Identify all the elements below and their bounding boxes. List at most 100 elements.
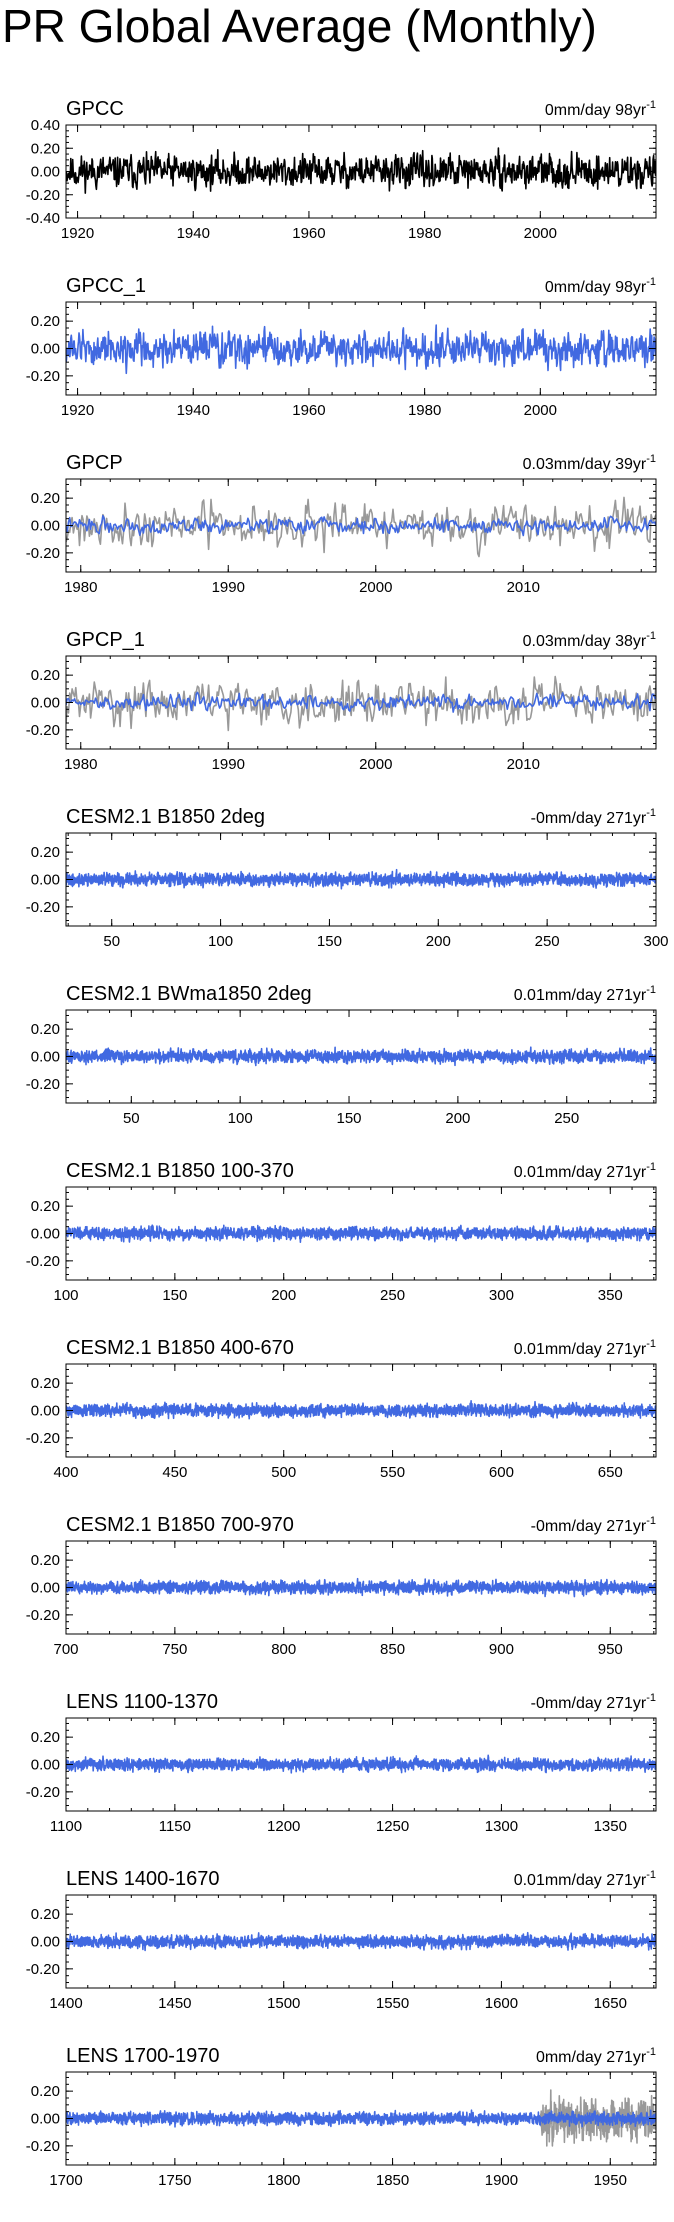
x-tick-label: 300	[489, 1287, 514, 1304]
panel-title: CESM2.1 B1850 2deg	[66, 806, 265, 828]
trend-label: 0mm/day 271yr-1	[536, 2046, 656, 2066]
y-tick-label: 0.20	[31, 844, 60, 861]
y-tick-label: 0.20	[31, 1729, 60, 1746]
y-tick-label: 0.40	[31, 117, 60, 134]
y-tick-label: 0.20	[31, 1906, 60, 1923]
y-tick-label: -0.20	[26, 2138, 60, 2155]
panel-title: GPCP_1	[66, 629, 145, 651]
y-tick-label: -0.40	[26, 210, 60, 227]
chart-panel: CESM2.1 B1850 2deg -0mm/day 271yr-1 50 100 1…	[26, 806, 669, 950]
y-tick-label: -0.20	[26, 1784, 60, 1801]
x-tick-label: 1920	[61, 402, 94, 419]
x-tick-label: 400	[53, 1464, 78, 1481]
x-tick-label: 100	[208, 933, 233, 950]
series-line	[66, 1224, 656, 1243]
x-tick-label: 150	[317, 933, 342, 950]
x-tick-label: 350	[598, 1287, 623, 1304]
x-tick-label: 250	[380, 1287, 405, 1304]
x-tick-label: 800	[271, 1641, 296, 1658]
series-line	[66, 2109, 656, 2128]
y-tick-label: 0.00	[31, 1049, 60, 1066]
chart-panel: CESM2.1 B1850 700-970 -0mm/day 271yr-1 700…	[26, 1514, 657, 1658]
series-line	[66, 1046, 656, 1067]
y-tick-label: 0.00	[31, 2111, 60, 2128]
trend-value: 0.01mm/day 271yr	[514, 1164, 647, 1181]
panel-title: LENS 1700-1970	[66, 2045, 219, 2067]
trend-value: 0.01mm/day 271yr	[514, 1341, 647, 1358]
x-tick-label: 1980	[64, 756, 97, 773]
y-tick-label: 0.00	[31, 518, 60, 535]
x-tick-label: 250	[535, 933, 560, 950]
x-tick-label: 1650	[594, 1995, 627, 2012]
trend-label: 0.01mm/day 271yr-1	[514, 984, 656, 1004]
y-tick-label: 0.00	[31, 872, 60, 889]
series-line	[66, 1754, 656, 1774]
y-tick-label: -0.20	[26, 545, 60, 562]
y-tick-label: 0.00	[31, 164, 60, 181]
y-tick-label: 0.20	[31, 1198, 60, 1215]
y-tick-label: 0.00	[31, 1580, 60, 1597]
trend-label: -0mm/day 271yr-1	[531, 1515, 656, 1535]
trend-label: 0.01mm/day 271yr-1	[514, 1338, 656, 1358]
y-tick-label: -0.20	[26, 1076, 60, 1093]
series-line	[66, 324, 656, 375]
main-title: PR Global Average (Monthly)	[2, 0, 597, 52]
trend-exponent: -1	[646, 99, 656, 111]
chart-panel: CESM2.1 B1850 400-670 0.01mm/day 271yr-1 4…	[26, 1337, 657, 1481]
chart-panel: GPCC_1 0mm/day 98yr-1 1920 1940 1960 1980 2000…	[26, 275, 657, 419]
trend-value: -0mm/day 271yr	[531, 1695, 647, 1712]
trend-label: 0.01mm/day 271yr-1	[514, 1161, 656, 1181]
series-line	[66, 1577, 656, 1598]
series-line	[66, 496, 656, 558]
x-tick-label: 150	[337, 1110, 362, 1127]
x-tick-label: 200	[271, 1287, 296, 1304]
x-tick-label: 1250	[376, 1818, 409, 1835]
x-tick-label: 450	[162, 1464, 187, 1481]
trend-label: 0.03mm/day 39yr-1	[523, 453, 656, 473]
x-tick-label: 1980	[408, 225, 441, 242]
x-tick-label: 2000	[359, 756, 392, 773]
series-line	[66, 691, 656, 713]
x-tick-label: 1150	[159, 1818, 191, 1835]
series-line	[66, 675, 656, 732]
chart-panel: GPCP_1 0.03mm/day 38yr-1 1980 1990 2000 2010 0…	[26, 629, 657, 773]
chart-panel: CESM2.1 BWma1850 2deg 0.01mm/day 271yr-1 5…	[26, 983, 657, 1127]
y-tick-label: 0.20	[31, 490, 60, 507]
trend-value: -0mm/day 271yr	[531, 810, 647, 827]
chart-panel: LENS 1100-1370 -0mm/day 271yr-1 1100 1150 12…	[26, 1691, 657, 1835]
x-tick-label: 650	[598, 1464, 623, 1481]
y-tick-label: 0.00	[31, 1226, 60, 1243]
x-tick-label: 150	[162, 1287, 187, 1304]
panel-title: CESM2.1 BWma1850 2deg	[66, 983, 312, 1005]
y-tick-label: -0.20	[26, 1253, 60, 1270]
series-line	[66, 868, 656, 890]
series-line	[66, 514, 656, 537]
x-tick-label: 600	[489, 1464, 514, 1481]
y-tick-label: 0.20	[31, 1021, 60, 1038]
trend-value: 0mm/day 98yr	[545, 279, 647, 296]
x-tick-label: 1990	[212, 756, 245, 773]
x-tick-label: 2010	[507, 579, 540, 596]
x-tick-label: 300	[643, 933, 668, 950]
x-tick-label: 1950	[594, 2172, 627, 2189]
x-tick-label: 50	[103, 933, 120, 950]
trend-label: 0.03mm/day 38yr-1	[523, 630, 656, 650]
y-tick-label: 0.20	[31, 1552, 60, 1569]
y-tick-label: 0.20	[31, 2083, 60, 2100]
y-tick-label: -0.20	[26, 1961, 60, 1978]
trend-value: 0.03mm/day 39yr	[523, 456, 647, 473]
series-line	[66, 1400, 656, 1421]
trend-label: 0mm/day 98yr-1	[545, 276, 656, 296]
trend-exponent: -1	[646, 630, 656, 642]
x-tick-label: 1200	[267, 1818, 300, 1835]
x-tick-label: 2010	[507, 756, 540, 773]
y-tick-label: 0.20	[31, 140, 60, 157]
y-tick-label: -0.20	[26, 1430, 60, 1447]
y-tick-label: -0.20	[26, 368, 60, 385]
x-tick-label: 1940	[177, 402, 210, 419]
trend-value: 0mm/day 98yr	[545, 102, 647, 119]
chart-panel: GPCP 0.03mm/day 39yr-1 1980 1990 2000 2010 0.2…	[26, 452, 657, 596]
trend-exponent: -1	[646, 1515, 656, 1527]
trend-label: 0.01mm/day 271yr-1	[514, 1869, 656, 1889]
